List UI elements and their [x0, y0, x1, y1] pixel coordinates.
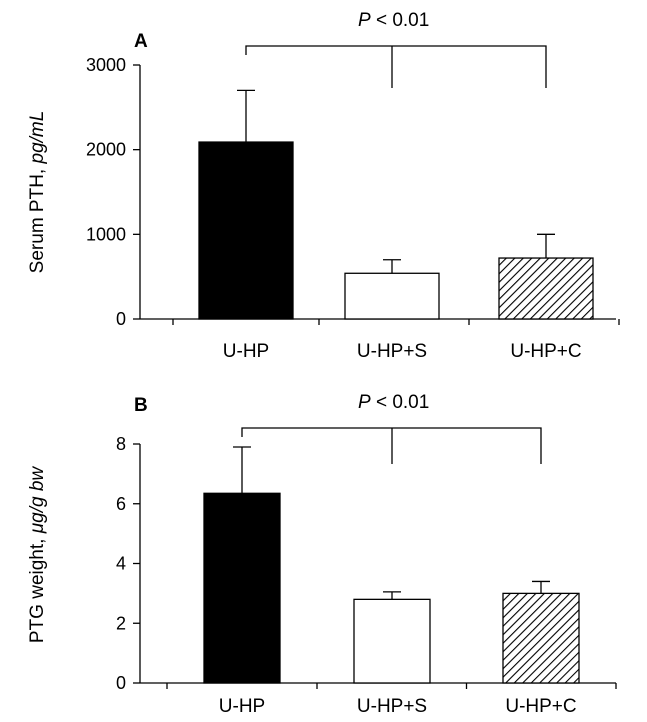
panel-a-bar-u-hp-c [498, 257, 594, 320]
panel-a-category-label: U-HP+S [357, 341, 427, 362]
panel-b-bar-u-hp-s [353, 598, 431, 684]
panel-b-ylabel-text: PTG weight, [27, 533, 48, 643]
panel-b-category-label: U-HP+C [505, 696, 576, 717]
panel-a-p-text: < 0.01 [371, 10, 430, 31]
panel-b-y-tick-label: 8 [116, 434, 126, 454]
panel-a-p-symbol: P [358, 10, 371, 31]
panel-b-category-label: U-HP [219, 696, 265, 717]
panel-a: A P < 0.01 Serum PTH, pg/mL 0 1000 2000 300… [27, 10, 620, 362]
panel-a-category-label: U-HP+C [510, 341, 581, 362]
panel-b: B P < 0.01 PTG weight, μg/g bw 0 2 4 6 8 U-HP… [27, 392, 617, 717]
panel-b-bar-u-hp-c [502, 592, 580, 684]
panel-a-y-tick-label: 2000 [86, 140, 126, 160]
panel-a-bar-u-hp [198, 141, 294, 320]
panel-a-y-tick-label: 1000 [86, 224, 126, 244]
panel-a-y-tick-label: 3000 [86, 55, 126, 75]
panel-a-y-axis-label: Serum PTH, pg/mL [27, 111, 48, 274]
panel-b-y-axis-label: PTG weight, μg/g bw [27, 466, 48, 643]
panel-a-ylabel-unit: pg/mL [27, 111, 48, 165]
panel-a-significance-label: P < 0.01 [358, 10, 429, 31]
panel-a-bar-u-hp-s [344, 272, 440, 320]
panel-a-plot-area: 0 1000 2000 3000 U-HP U-HP+S U-HP+C [86, 45, 620, 362]
panel-b-y-tick-label: 6 [116, 494, 126, 514]
panel-b-ylabel-unit: μg/g bw [27, 466, 48, 535]
panel-b-p-text: < 0.01 [371, 392, 430, 413]
panel-b-plot-area: 0 2 4 6 8 U-HP U-HP+S U-HP+C [116, 427, 617, 717]
panel-a-ylabel-text: Serum PTH, [27, 164, 48, 274]
panel-a-letter: A [134, 31, 148, 52]
panel-b-y-tick-label: 0 [116, 673, 126, 693]
panel-a-category-label: U-HP [223, 341, 269, 362]
panel-b-bar-u-hp [203, 492, 281, 684]
panel-b-y-tick-label: 4 [116, 554, 126, 574]
panel-b-y-tick-label: 2 [116, 613, 126, 633]
panel-b-p-symbol: P [358, 392, 371, 413]
panel-b-letter: B [134, 395, 148, 416]
panel-b-significance-label: P < 0.01 [358, 392, 429, 413]
panel-b-category-label: U-HP+S [357, 696, 427, 717]
panel-a-y-tick-label: 0 [116, 309, 126, 329]
panel-a-significance-bracket [245, 45, 547, 88]
